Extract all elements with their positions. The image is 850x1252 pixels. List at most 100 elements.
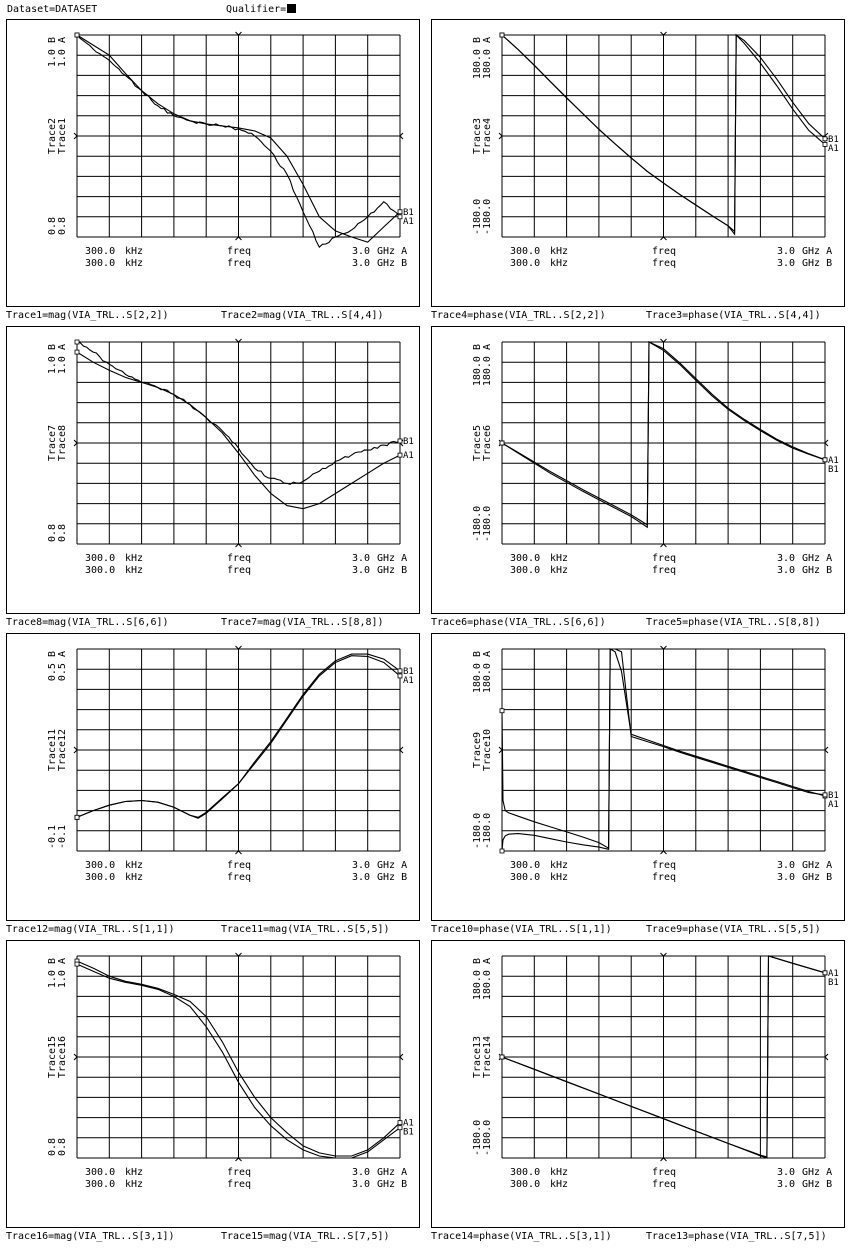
trace-end-marker: [74, 339, 80, 345]
x-stop-value: 3.0: [352, 246, 370, 257]
dataset-label: Dataset=DATASET: [7, 4, 98, 15]
y-axis-trace-label: Trace10: [482, 729, 493, 771]
y-min-label: -180.0: [472, 1120, 483, 1156]
trace-a1-line: [501, 648, 826, 852]
chart-panel-2[interactable]: 180.0 B 180.0 A -180.0 -180.0 Trace3 Trace4 30…: [431, 19, 845, 307]
reference-marker: [660, 850, 667, 855]
x-stop-unit: GHz B: [802, 872, 832, 883]
x-start-unit: kHz: [550, 258, 568, 269]
x-axis-label: freq: [652, 860, 676, 871]
trace-end-marker: [499, 32, 505, 38]
chart-svg: 0.5 B 0.5 A -0.1 -0.1 Trace11 Trace12 300.0 kHz…: [47, 645, 414, 883]
x-axis-label: freq: [227, 860, 251, 871]
x-start-unit: kHz: [550, 1179, 568, 1190]
reference-marker: [498, 132, 503, 140]
trace-end-marker: [397, 209, 403, 215]
trace-end-marker: [397, 673, 403, 679]
chart-panel-3[interactable]: 1.0 B 1.0 A 0.8 0.8 Trace7 Trace8 300.0 kHz freq…: [6, 326, 420, 614]
reference-marker: [660, 338, 667, 343]
x-axis-label: freq: [652, 1167, 676, 1178]
x-start-unit: kHz: [125, 1167, 143, 1178]
reference-marker: [660, 543, 667, 548]
x-stop-value: 3.0: [352, 872, 370, 883]
y-max-label: 1.0 B: [47, 37, 58, 67]
y-axis-trace-label: Trace16: [57, 1036, 68, 1078]
y-max-label: 180.0 A: [482, 651, 493, 693]
y-min-label: -180.0: [482, 199, 493, 235]
y-min-label: -180.0: [472, 506, 483, 542]
chart-panel-7[interactable]: 1.0 B 1.0 A 0.8 0.8 Trace15 Trace16 300.0 kHz fr…: [6, 940, 420, 1228]
chart-panel-6[interactable]: 180.0 B 180.0 A -180.0 -180.0 Trace9 Trace10 3…: [431, 633, 845, 921]
x-start-unit: kHz: [125, 246, 143, 257]
y-min-label: -180.0: [482, 813, 493, 849]
y-min-label: 0.8: [47, 217, 58, 235]
x-start-value: 300.0: [85, 246, 115, 257]
trace-caption: Trace3=phase(VIA_TRL..S[4,4]): [646, 310, 821, 321]
x-start-value: 300.0: [85, 258, 115, 269]
x-axis-label: freq: [227, 246, 251, 257]
x-stop-value: 3.0: [777, 258, 795, 269]
y-max-label: 180.0 B: [472, 344, 483, 386]
y-min-label: -180.0: [482, 1120, 493, 1156]
y-axis-trace-label: Trace8: [57, 425, 68, 461]
y-min-label: 0.8: [57, 1138, 68, 1156]
trace-caption: Trace7=mag(VIA_TRL..S[8,8]): [221, 617, 384, 628]
y-axis-trace-label: Trace7: [47, 425, 58, 461]
x-start-value: 300.0: [85, 1167, 115, 1178]
trace-end-marker: [397, 1125, 403, 1131]
x-axis-label: freq: [227, 565, 251, 576]
x-start-unit: kHz: [125, 1179, 143, 1190]
trace-marker-label: A1: [403, 451, 414, 461]
trace-marker-label: B1: [828, 791, 839, 801]
trace-marker-label: A1: [403, 676, 414, 686]
chart-panel-4[interactable]: 180.0 B 180.0 A -180.0 -180.0 Trace5 Trace6 30…: [431, 326, 845, 614]
x-stop-value: 3.0: [352, 565, 370, 576]
header-bar: Dataset=DATASET Qualifier=: [0, 0, 850, 18]
chart-panel-5[interactable]: 0.5 B 0.5 A -0.1 -0.1 Trace11 Trace12 300.0 kHz…: [6, 633, 420, 921]
reference-marker: [824, 746, 829, 754]
x-start-unit: kHz: [125, 258, 143, 269]
x-stop-unit: GHz B: [802, 1179, 832, 1190]
x-start-value: 300.0: [510, 258, 540, 269]
trace-caption: Trace11=mag(VIA_TRL..S[5,5]): [221, 924, 390, 935]
x-start-unit: kHz: [550, 860, 568, 871]
y-min-label: -180.0: [472, 199, 483, 235]
y-max-label: 1.0 B: [47, 958, 58, 988]
trace-marker-label: A1: [403, 217, 414, 227]
reference-marker: [235, 645, 242, 650]
x-stop-unit: GHz B: [802, 565, 832, 576]
trace-b1-line: [501, 648, 826, 850]
reference-marker: [73, 746, 78, 754]
x-stop-value: 3.0: [352, 1167, 370, 1178]
x-stop-value: 3.0: [777, 246, 795, 257]
trace-marker-label: B1: [403, 208, 414, 218]
x-stop-unit: GHz B: [377, 565, 407, 576]
trace-end-marker: [397, 452, 403, 458]
y-max-label: 1.0 A: [57, 344, 68, 374]
x-stop-unit: GHz B: [377, 1179, 407, 1190]
y-axis-trace-label: Trace5: [472, 425, 483, 461]
y-min-label: 0.8: [57, 217, 68, 235]
trace-b1-line: [501, 955, 826, 1158]
x-start-unit: kHz: [125, 565, 143, 576]
y-max-label: 180.0 A: [482, 958, 493, 1000]
x-stop-value: 3.0: [777, 872, 795, 883]
qualifier-swatch: [287, 4, 297, 13]
trace-marker-label: B1: [403, 437, 414, 447]
x-stop-value: 3.0: [352, 553, 370, 564]
chart-svg: 1.0 B 1.0 A 0.8 0.8 Trace15 Trace16 300.0 kHz fr…: [47, 952, 414, 1190]
chart-svg: 180.0 B 180.0 A -180.0 -180.0 Trace3 Trace4 30…: [472, 31, 839, 269]
trace-marker-label: B1: [403, 1128, 414, 1138]
chart-svg: 180.0 B 180.0 A -180.0 -180.0 Trace9 Trace10 3…: [472, 645, 839, 883]
qualifier-field[interactable]: Qualifier=: [226, 4, 297, 15]
trace-a1-line: [76, 351, 401, 510]
chart-panel-1[interactable]: 1.0 B 1.0 A 0.8 0.8 Trace2 Trace1 300.0 kHz freq…: [6, 19, 420, 307]
y-axis-trace-label: Trace14: [482, 1036, 493, 1078]
plot-grid: [501, 648, 826, 852]
x-stop-unit: GHz A: [377, 860, 407, 871]
x-start-unit: kHz: [125, 860, 143, 871]
reference-marker: [399, 1053, 404, 1061]
x-stop-value: 3.0: [352, 258, 370, 269]
chart-panel-8[interactable]: 180.0 B 180.0 A -180.0 -180.0 Trace13 Trace14…: [431, 940, 845, 1228]
reference-marker: [235, 543, 242, 548]
